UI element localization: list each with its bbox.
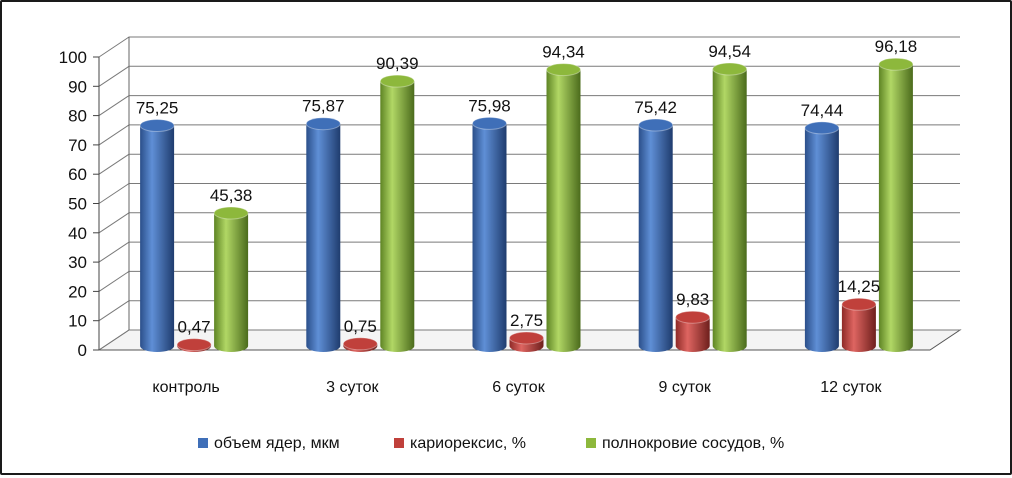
bar xyxy=(176,338,212,352)
bar-top xyxy=(342,337,378,351)
bars xyxy=(139,57,914,353)
data-label: 45,38 xyxy=(210,186,253,205)
data-label: 2,75 xyxy=(510,311,543,330)
legend-label: объем ядер, мкм xyxy=(214,435,340,452)
bar xyxy=(342,337,378,352)
bar-body xyxy=(214,213,249,352)
data-label: 0,47 xyxy=(178,318,211,337)
data-label: 0,75 xyxy=(344,317,377,336)
bar xyxy=(841,297,877,352)
bar-top xyxy=(878,57,914,71)
data-label: 75,98 xyxy=(468,96,511,115)
x-tick-label: 9 суток xyxy=(659,379,712,396)
bar-top xyxy=(546,63,581,77)
y-tick-label: 90 xyxy=(68,77,87,96)
x-tick-label: контроль xyxy=(152,379,219,396)
bar xyxy=(509,331,544,352)
legend-label: полнокровие сосудов, % xyxy=(602,435,784,452)
bar-top xyxy=(675,310,711,324)
legend-label: кариорексис, % xyxy=(410,435,526,452)
data-label: 75,87 xyxy=(302,97,345,116)
x-tick-label: 12 суток xyxy=(820,379,882,396)
bar-body xyxy=(804,127,839,352)
bar-top xyxy=(804,121,840,135)
bar-body xyxy=(472,123,507,352)
bar xyxy=(213,206,249,352)
data-label: 90,39 xyxy=(376,54,419,73)
bar xyxy=(878,57,914,352)
y-tick-label: 80 xyxy=(68,107,87,126)
bar xyxy=(379,74,415,353)
bar-top xyxy=(305,117,341,131)
y-tick-label: 100 xyxy=(59,48,87,67)
bar-top xyxy=(139,119,175,133)
bar-top xyxy=(213,206,249,220)
bar xyxy=(638,118,674,352)
bar-body xyxy=(841,304,876,352)
bar-top xyxy=(379,74,415,88)
bar-top xyxy=(712,62,748,76)
y-tick-label: 20 xyxy=(68,282,87,301)
bar-body xyxy=(712,68,747,352)
data-label: 75,42 xyxy=(634,98,677,117)
bar-body xyxy=(638,125,673,352)
data-label: 96,18 xyxy=(875,37,918,56)
bar-top xyxy=(472,116,507,130)
y-tick-labels: 0 10 20 30 40 50 60 70 80 90 100 xyxy=(59,48,87,360)
data-label: 9,83 xyxy=(676,290,709,309)
bar-body xyxy=(546,69,581,352)
legend-swatch xyxy=(586,438,596,448)
y-tick-label: 50 xyxy=(68,195,87,214)
bar xyxy=(712,62,748,352)
bar-top xyxy=(841,297,877,311)
bar-top xyxy=(176,338,212,352)
x-tick-label: 3 суток xyxy=(326,379,379,396)
bar xyxy=(472,116,507,352)
data-label: 94,34 xyxy=(542,43,585,62)
bar-body xyxy=(878,64,913,352)
data-label: 74,44 xyxy=(801,101,844,120)
data-label: 75,25 xyxy=(136,99,179,118)
axes xyxy=(93,37,130,351)
y-tick-label: 40 xyxy=(68,224,87,243)
x-tick-label: 6 суток xyxy=(492,379,545,396)
bar-body xyxy=(675,317,710,352)
bar-body xyxy=(380,81,415,353)
data-label: 94,54 xyxy=(708,42,751,61)
y-tick-label: 10 xyxy=(68,312,87,331)
bar xyxy=(305,117,341,352)
data-labels: 75,25 0,47 45,38 75,87 0,75 90,39 75,98 2,75 94,… xyxy=(136,37,917,336)
bar xyxy=(546,63,581,352)
legend-item: кариорексис, % xyxy=(394,435,526,452)
legend-item: полнокровие сосудов, % xyxy=(586,435,784,452)
bar xyxy=(139,119,175,352)
data-label: 14,25 xyxy=(838,277,881,296)
bar-top xyxy=(509,331,544,345)
legend: объем ядер, мкм кариорексис, % полнокровие… xyxy=(198,435,784,452)
bar-body xyxy=(140,125,175,352)
legend-item: объем ядер, мкм xyxy=(198,435,340,452)
y-tick-label: 0 xyxy=(78,341,87,360)
legend-swatch xyxy=(394,438,404,448)
y-tick-label: 60 xyxy=(68,165,87,184)
legend-swatch xyxy=(198,438,208,448)
bar-body xyxy=(306,123,341,352)
x-tick-labels: контроль 3 суток 6 суток 9 суток 12 суток xyxy=(152,379,882,396)
y-tick-label: 70 xyxy=(68,136,87,155)
bar xyxy=(804,121,840,352)
bar-top xyxy=(638,118,674,132)
bar xyxy=(675,310,711,352)
y-tick-label: 30 xyxy=(68,253,87,272)
